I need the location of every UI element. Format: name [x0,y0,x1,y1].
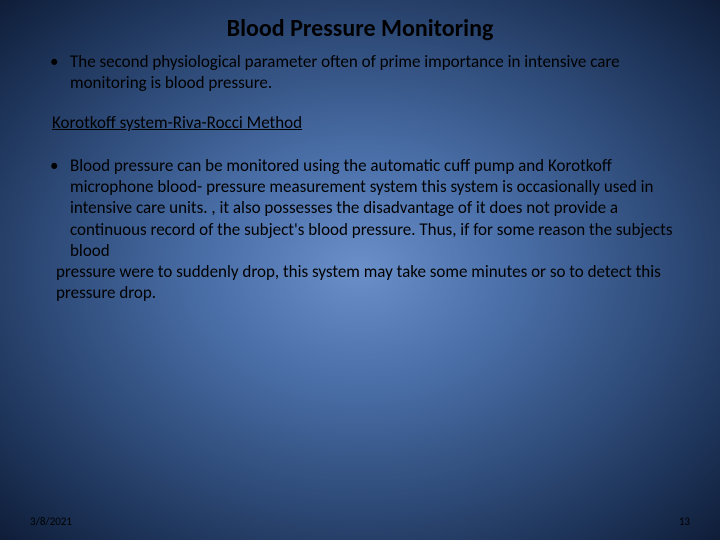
subheading: Korotkoff system-Riva-Rocci Method [50,112,690,133]
bullet-2-text: Blood pressure can be monitored using th… [70,155,672,261]
footer-date: 3/8/2021 [30,515,72,528]
slide-container: Blood Pressure Monitoring The second phy… [0,0,720,540]
footer-page-number: 13 [679,515,690,528]
bullet-item-2: Blood pressure can be monitored using th… [50,155,690,261]
bullet-item-1: The second physiological parameter often… [50,51,690,94]
bullet-2-continuation: pressure were to suddenly drop, this sys… [50,261,690,304]
slide-body: The second physiological parameter often… [0,51,720,304]
bullet-1-text: The second physiological parameter often… [70,51,620,93]
slide-title: Blood Pressure Monitoring [0,0,720,51]
